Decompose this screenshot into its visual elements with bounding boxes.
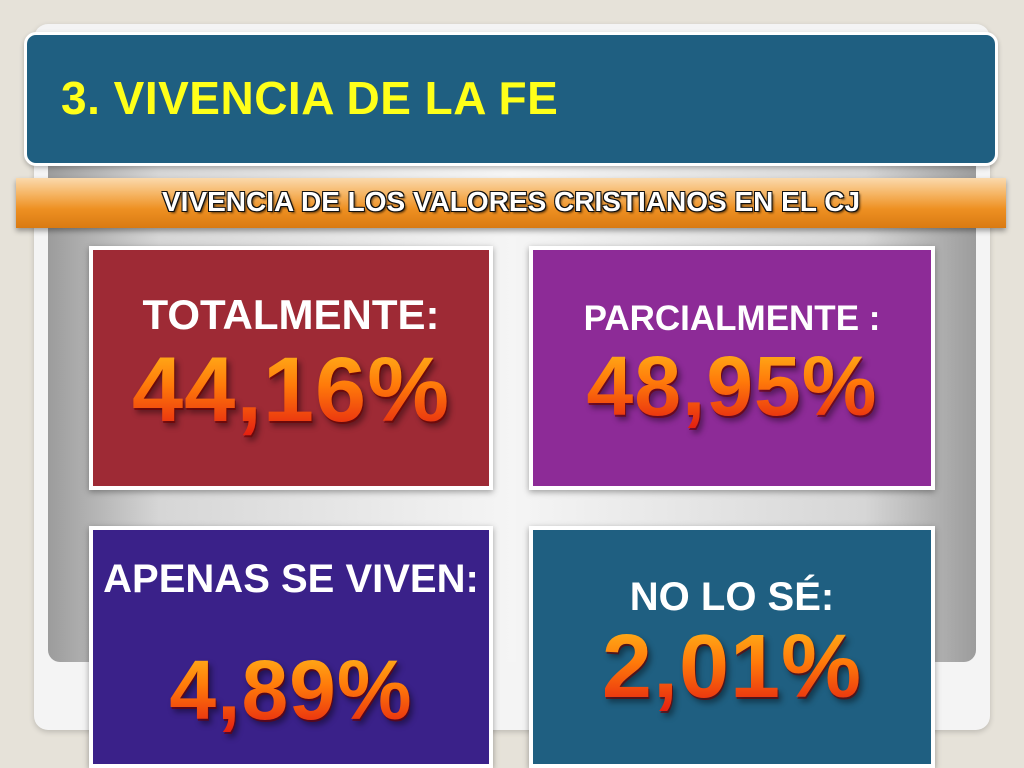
- card-no-lo-se: NO LO SÉ: 2,01%: [529, 526, 935, 768]
- card-value: 44,16%: [93, 338, 489, 443]
- subtitle-banner: VIVENCIA DE LOS VALORES CRISTIANOS EN EL…: [16, 178, 1006, 228]
- card-label: PARCIALMENTE :: [583, 299, 881, 338]
- card-value: 2,01%: [533, 616, 931, 719]
- title-box: 3. VIVENCIA DE LA FE: [24, 32, 998, 166]
- card-apenas-se-viven: APENAS SE VIVEN: 4,89%: [89, 526, 493, 768]
- card-totalmente: TOTALMENTE: 44,16%: [89, 246, 493, 490]
- subtitle-text: VIVENCIA DE LOS VALORES CRISTIANOS EN EL…: [161, 186, 861, 217]
- card-label: TOTALMENTE:: [142, 291, 440, 338]
- card-parcialmente: PARCIALMENTE : 48,95%: [529, 246, 935, 490]
- slide-title: 3. VIVENCIA DE LA FE: [61, 72, 559, 124]
- card-label: NO LO SÉ:: [629, 575, 835, 619]
- card-label: APENAS SE VIVEN:: [103, 557, 479, 601]
- card-value: 4,89%: [93, 642, 489, 739]
- card-value: 48,95%: [533, 338, 931, 435]
